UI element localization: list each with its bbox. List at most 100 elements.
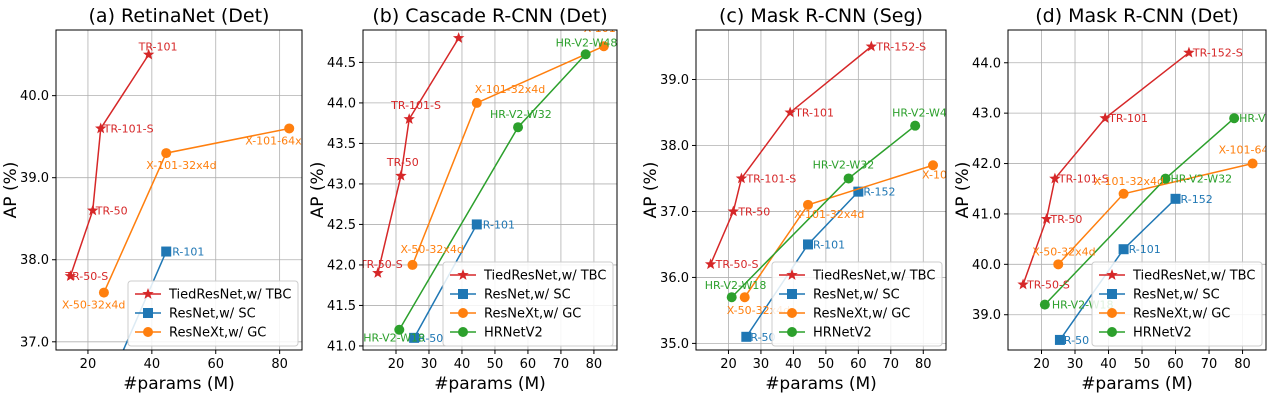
point-label: TR-152-S [875, 40, 926, 53]
data-point-tied [727, 205, 740, 217]
point-label: X-101-64x4d [922, 168, 992, 181]
data-point-tied [1040, 212, 1053, 224]
point-label: X-101-64x4d [584, 22, 654, 35]
point-label: X-50-32x4d [400, 243, 463, 256]
x-tick-label: 60 [520, 357, 537, 372]
point-label: TR-50 [386, 156, 419, 169]
data-point-resnet [1170, 193, 1181, 204]
point-label: HR-V2-W32 [490, 108, 552, 121]
y-tick-label: 37.0 [20, 335, 49, 350]
legend-marker-resnext [143, 327, 153, 337]
legend-entry: HRNetV2 [813, 326, 872, 341]
y-tick-label: 42.5 [327, 218, 356, 233]
chart-panel-1: 20 40 60 80 37.0 38.0 39.0 40.0 TR-50-S TR-50 TR-1… [1, 5, 315, 396]
y-tick-label: 41.0 [327, 339, 356, 354]
data-point-hrnet [1229, 113, 1240, 124]
point-label: R-50 [418, 332, 443, 345]
data-point-tied [403, 113, 415, 124]
data-point-resnext [598, 41, 609, 52]
point-label: HR-V2-W32 [813, 158, 875, 171]
legend-entry: ResNeXt,w/ GC [169, 326, 266, 341]
point-label: X-101-64x4d [245, 134, 315, 147]
chart-panel-2: 20 30 40 50 60 70 80 41.0 41.5 42.0 42.5 43.0 43.5 44… [308, 5, 654, 394]
legend-entry: TiedResNet,w/ TBC [483, 269, 606, 284]
data-point-resnet [1118, 244, 1129, 255]
x-tick-label: 20 [80, 357, 97, 372]
chart-title: (a) RetinaNet (Det) [89, 5, 270, 27]
point-label: R-152 [863, 186, 895, 199]
y-axis-label: AP (%) [308, 162, 328, 219]
series-line-tied [69, 54, 150, 277]
y-tick-label: 35.0 [660, 337, 689, 352]
legend-marker-resnet [458, 289, 468, 299]
x-tick-label: 50 [818, 357, 835, 372]
x-tick-label: 30 [1067, 357, 1084, 372]
series-group [1017, 46, 1258, 345]
point-label: X-101-32x4d [475, 83, 545, 96]
point-label: X-101-64x4d [1219, 144, 1277, 157]
y-tick-label: 42.0 [327, 258, 356, 273]
legend-box [771, 261, 943, 347]
x-axis-label: #params (M) [434, 374, 546, 394]
point-label: X-101-32x4d [1094, 175, 1164, 188]
legend-entry: ResNeXt,w/ GC [484, 307, 581, 322]
legend-marker-tied [142, 288, 154, 299]
point-label: R-101 [1129, 243, 1161, 256]
annotations: TR-50-STR-50TR-101-STR-101R-50R-101X-50-… [359, 22, 654, 345]
legend-box [442, 261, 614, 347]
point-label: TR-101-S [390, 99, 441, 112]
y-tick-label: 43.0 [327, 177, 356, 192]
y-tick-label: 41.5 [327, 299, 356, 314]
point-label: TR-50 [1050, 213, 1083, 226]
annotations: TR-50-STR-50TR-101-STR-101R-50R-101X-50-… [62, 41, 315, 312]
point-label: TR-152-S [1192, 47, 1243, 60]
x-axis-label: #params (M) [1081, 374, 1193, 394]
point-label: HR-V2-W48 [1239, 112, 1277, 125]
point-label: R-101 [172, 246, 204, 259]
annotations: TR-50-S TR-50 TR-101-S TR-101 TR-152-S R-50 R-… [1026, 47, 1277, 347]
y-axis-label: AP (%) [1, 162, 21, 219]
y-tick-label: 39.0 [20, 171, 49, 186]
point-label: X-50-32x4d [62, 299, 125, 312]
point-label: TR-50-S [64, 270, 108, 283]
data-point-hrnet [580, 49, 591, 60]
data-point-tied [142, 48, 155, 60]
point-label: X-101-32x4d [794, 208, 864, 221]
x-tick-label: 80 [1234, 357, 1251, 372]
point-label: TR-50-S [359, 258, 403, 271]
legend-marker-hrnet [1107, 327, 1117, 337]
data-point-resnet [101, 386, 111, 396]
legend-box [127, 280, 299, 347]
data-point-resnet [161, 246, 172, 257]
chart-title: (b) Cascade R-CNN (Det) [372, 5, 607, 27]
x-tick-label: 50 [487, 357, 504, 372]
x-tick-label: 80 [915, 357, 932, 372]
x-tick-label: 30 [421, 357, 438, 372]
data-point-tied [87, 204, 99, 216]
data-point-resnext [284, 123, 295, 134]
y-tick-label: 38.0 [660, 139, 689, 154]
data-point-hrnet [843, 173, 854, 184]
x-tick-label: 40 [144, 357, 161, 372]
point-label: TR-50-S [715, 258, 759, 271]
data-point-resnext [161, 148, 172, 159]
point-label: HR-V2-W48 [892, 107, 954, 120]
data-point-resnext [1053, 259, 1064, 270]
x-tick-label: 70 [1201, 357, 1218, 372]
data-point-resnext [739, 292, 750, 303]
chart-title: (c) Mask R-CNN (Seg) [719, 5, 923, 27]
point-label: TR-50 [95, 205, 128, 218]
data-point-tied [395, 169, 407, 181]
data-point-resnext [98, 287, 109, 298]
x-tick-label: 50 [1134, 357, 1151, 372]
plot-frame [55, 29, 303, 351]
series-group [704, 40, 939, 342]
y-tick-label: 36.0 [660, 271, 689, 286]
legend-entry: ResNeXt,w/ GC [813, 307, 910, 322]
data-point-hrnet [1039, 299, 1050, 310]
y-axis-label: AP (%) [641, 162, 661, 219]
legend-entry: TiedResNet,w/ TBC [1132, 269, 1255, 284]
x-tick-label: 60 [850, 357, 867, 372]
data-point-resnet [409, 332, 420, 343]
